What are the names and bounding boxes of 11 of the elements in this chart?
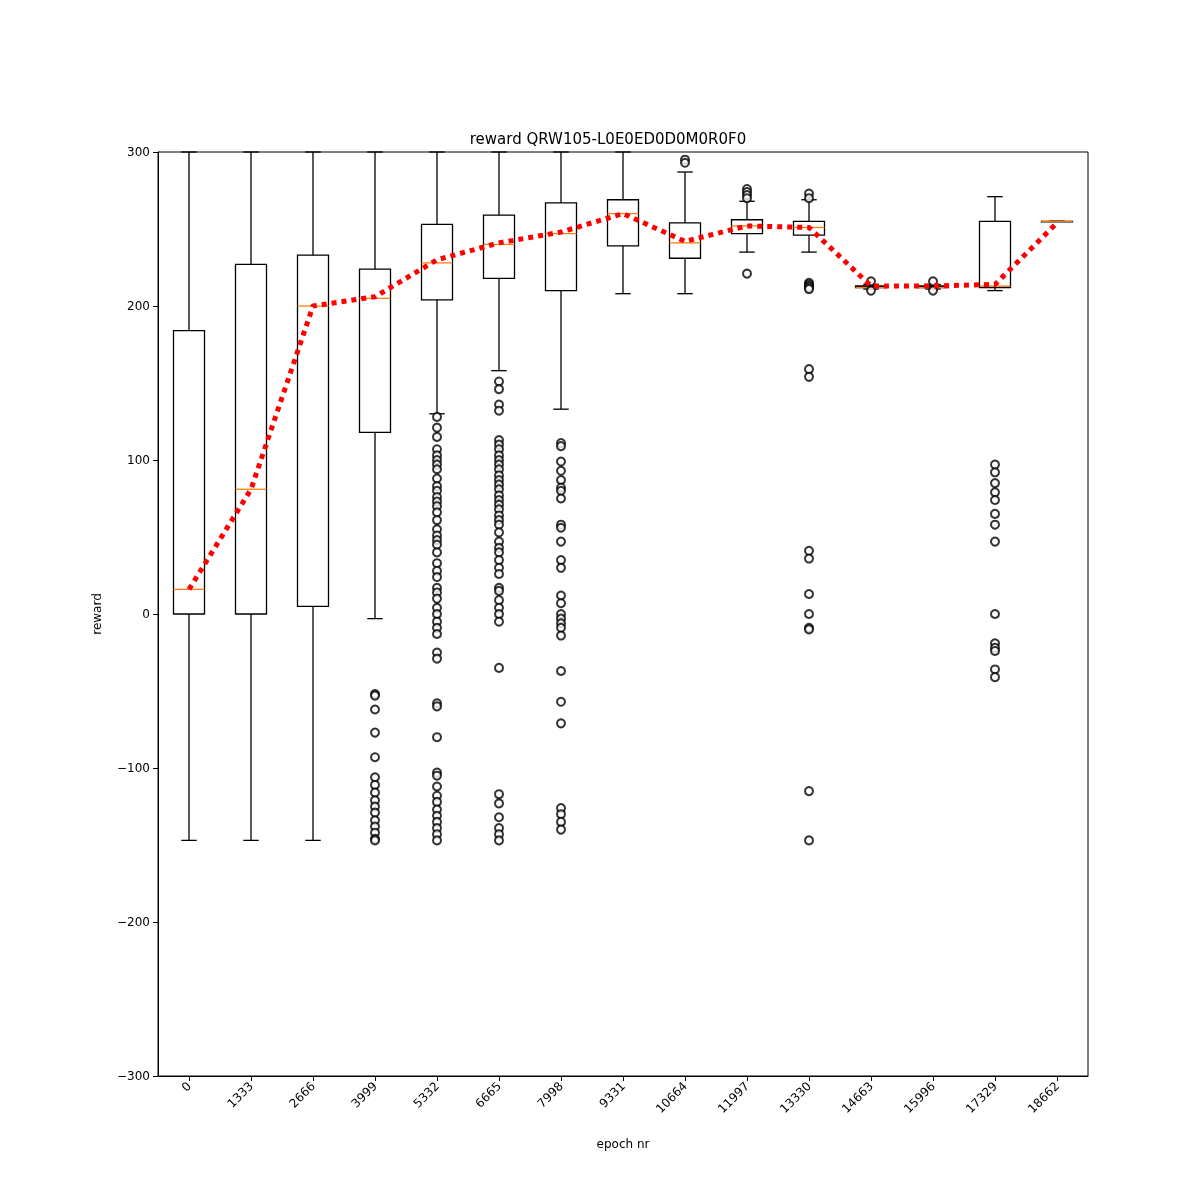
y-tick-label: 0 bbox=[142, 607, 150, 621]
chart-title: reward QRW105-L0E0ED0D0M0R0F0 bbox=[469, 129, 747, 148]
y-tick-label: −200 bbox=[117, 915, 150, 929]
y-tick-label: 300 bbox=[127, 145, 150, 159]
y-tick-label: −100 bbox=[117, 761, 150, 775]
x-tick-label: 0 bbox=[178, 1079, 194, 1095]
y-tick-label: 100 bbox=[127, 453, 150, 467]
y-tick-label: −300 bbox=[117, 1069, 150, 1083]
y-axis-title: reward bbox=[90, 593, 104, 635]
x-axis-title: epoch nr bbox=[596, 1137, 650, 1151]
y-tick-label: 200 bbox=[127, 299, 150, 313]
